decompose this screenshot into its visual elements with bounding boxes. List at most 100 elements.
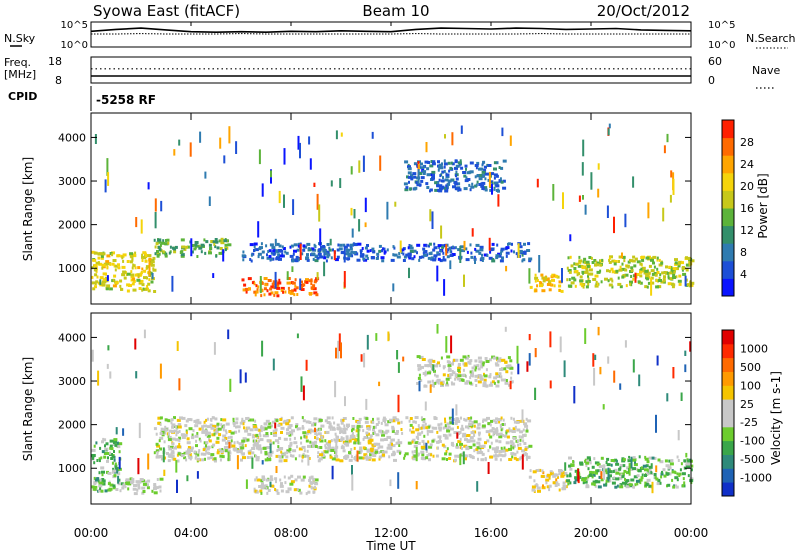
scatter-streak xyxy=(176,479,178,493)
scatter-cell xyxy=(383,247,386,251)
freq-tick-bottom: 8 xyxy=(55,74,62,87)
scatter-streak xyxy=(655,414,657,433)
scatter-cell xyxy=(268,249,272,253)
scatter-cell xyxy=(451,178,454,182)
scatter-cell xyxy=(489,435,493,439)
scatter-streak xyxy=(269,481,272,487)
scatter-cell xyxy=(596,480,601,484)
scatter-cell xyxy=(122,483,126,487)
scatter-cell xyxy=(446,250,449,254)
scatter-cell xyxy=(274,428,278,432)
scatter-cell xyxy=(619,285,623,289)
scatter-cell xyxy=(260,426,264,430)
scatter-cell xyxy=(531,488,536,492)
scatter-cell xyxy=(596,270,601,274)
scatter-cell xyxy=(433,369,436,373)
scatter-streak xyxy=(283,194,285,208)
scatter-cell xyxy=(167,438,172,442)
scatter-cell xyxy=(285,490,290,494)
scatter-cell xyxy=(570,463,573,467)
scatter-cell xyxy=(166,238,170,242)
scatter-cell xyxy=(562,471,565,475)
scatter-cell xyxy=(612,470,615,473)
scatter-cell xyxy=(683,459,687,463)
scatter-cell xyxy=(264,283,268,287)
scatter-cell xyxy=(93,268,96,272)
scatter-cell xyxy=(417,424,420,428)
scatter-cell xyxy=(342,440,347,444)
scatter-cell xyxy=(417,376,421,380)
scatter-cell xyxy=(246,438,250,442)
scatter-cell xyxy=(405,186,409,190)
scatter-streak xyxy=(517,363,520,375)
scatter-cell xyxy=(297,475,301,479)
scatter-cell xyxy=(534,289,538,293)
scatter-streak xyxy=(323,261,326,277)
scatter-cell xyxy=(630,283,633,287)
scatter-cell xyxy=(225,431,228,435)
scatter-cell xyxy=(183,451,186,455)
scatter-cell xyxy=(153,427,157,431)
scatter-cell xyxy=(143,269,147,273)
scatter-cell xyxy=(198,449,201,453)
scatter-cell xyxy=(387,443,392,447)
scatter-streak xyxy=(160,200,163,212)
scatter-cell xyxy=(630,467,634,471)
colorbar-segment xyxy=(722,190,734,209)
scatter-cell xyxy=(574,270,579,274)
scatter-cell xyxy=(298,454,301,458)
scatter-streak xyxy=(138,422,141,439)
scatter-cell xyxy=(323,254,326,258)
scatter-streak xyxy=(451,408,454,425)
scatter-cell xyxy=(278,257,282,261)
scatter-cell xyxy=(457,369,461,372)
scatter-cell xyxy=(451,253,456,256)
scatter-cell xyxy=(614,485,618,489)
scatter-cell xyxy=(644,455,647,459)
scatter-cell xyxy=(276,294,280,298)
scatter-cell xyxy=(435,380,439,384)
scatter-cell xyxy=(359,446,363,450)
scatter-cell xyxy=(510,440,514,444)
scatter-cell xyxy=(425,372,428,376)
scatter-cell xyxy=(492,433,495,437)
scatter-cell xyxy=(306,258,310,262)
scatter-cell xyxy=(644,474,647,477)
scatter-cell xyxy=(317,451,320,455)
scatter-cell xyxy=(208,439,212,443)
scatter-cell xyxy=(512,417,515,421)
scatter-streak xyxy=(135,217,138,228)
scatter-cell xyxy=(378,455,382,459)
scatter-cell xyxy=(482,363,485,367)
scatter-cell xyxy=(446,458,448,461)
scatter-cell xyxy=(432,160,436,164)
scatter-cell xyxy=(495,184,500,188)
scatter-cell xyxy=(355,419,358,423)
scatter-cell xyxy=(193,419,197,423)
scatter-cell xyxy=(457,440,462,444)
scatter-cell xyxy=(101,283,106,287)
scatter-streak xyxy=(624,340,627,348)
scatter-cell xyxy=(596,469,600,473)
scatter-cell xyxy=(153,290,157,293)
scatter-streak xyxy=(599,366,602,375)
scatter-cell xyxy=(208,251,212,255)
scatter-cell xyxy=(347,254,352,258)
scatter-cell xyxy=(613,262,617,266)
scatter-cell xyxy=(414,416,419,419)
scatter-cell xyxy=(194,241,199,244)
scatter-cell xyxy=(234,430,238,434)
scatter-cell xyxy=(438,187,443,191)
scatter-cell xyxy=(433,242,436,246)
scatter-cell xyxy=(369,249,372,253)
scatter-cell xyxy=(167,435,170,439)
scatter-cell xyxy=(642,464,647,468)
scatter-cell xyxy=(197,450,200,454)
scatter-cell xyxy=(473,255,476,259)
scatter-streak xyxy=(597,326,600,336)
scatter-cell xyxy=(268,455,270,459)
scatter-cell xyxy=(542,484,544,488)
scatter-cell xyxy=(270,432,273,435)
scatter-cell xyxy=(452,360,455,364)
scatter-cell xyxy=(381,433,385,437)
